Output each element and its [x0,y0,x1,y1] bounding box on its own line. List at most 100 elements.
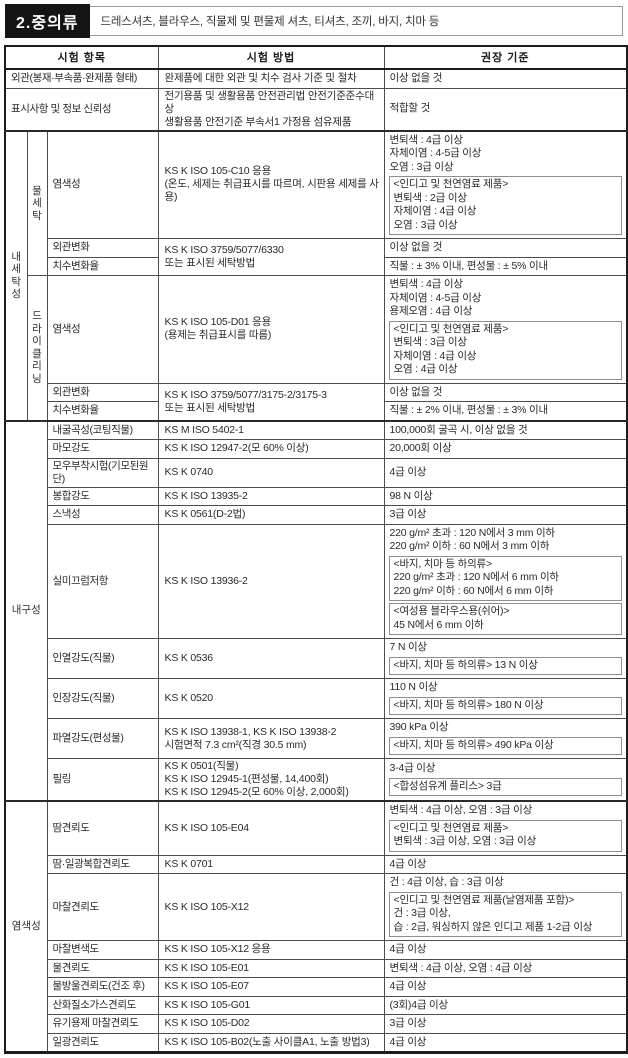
standard-text: 20,000회 이상 [387,441,625,457]
subgroup-label: 드 라 이 클 리 닝 [26,275,48,421]
standard-line: 변퇴색 : 3급 이상 [393,336,467,348]
method-line: KS K ISO 105-D02 [164,1017,250,1030]
recommended-standard: 3급 이상 [383,505,628,525]
standard-exception-box: <인디고 및 천연염료 제품> 변퇴색 : 2급 이상 자체이염 : 4급 이상 오염… [388,176,623,235]
test-item: 외관변화 [46,238,159,258]
standard-text: 4급 이상 [387,979,625,995]
test-item: 치수변화율 [46,256,159,276]
test-item: 유기용제 마찰견뢰도 [46,1014,159,1034]
table-row: 인장강도(직물) KS K 0520 110 N 이상 <바지, 치마 등 하의류> … [5,678,628,719]
header-row: 시험 항목 시험 방법 권장 기준 [4,45,628,70]
test-method: KS K 0561(D-2법) [157,505,385,525]
method-line: KS K ISO 105-G01 [164,998,251,1011]
standard-line: <인디고 및 천연염료 제품> [393,178,509,190]
standard-line: 변퇴색 : 4급 이상, 오염 : 3급 이상 [389,804,533,816]
test-item: 외관(봉재·부속품·완제품 형태) [4,68,159,89]
test-item: 치수변화율 [46,401,159,421]
recommended-standard: 98 N 이상 [383,486,628,506]
test-item: 인열강도(직물) [46,638,159,679]
standard-text: (3회)4급 이상 [387,998,625,1014]
test-item: 산화질소가스견뢰도 [46,995,159,1015]
standard-text: 변퇴색 : 4급 이상 자체이염 : 4-5급 이상 용제오염 : 4급 이상 [387,277,625,320]
recommended-standard: 3-4급 이상 <합성섬유계 플리스> 3급 [383,758,628,802]
method-line: KS K ISO 105-B02(노출 사이클A1, 노출 방법3) [164,1035,370,1048]
method-line: KS K ISO 12945-1(편성물, 14,400회) [164,773,329,785]
table-row: 인열강도(직물) KS K 0536 7 N 이상 <바지, 치마 등 하의류> 13… [5,638,628,679]
standard-text: 이상 없을 것 [387,71,625,87]
test-item: 모우부착시험(기모된원단) [46,457,159,488]
test-method: KS K ISO 105-D02 [157,1014,385,1034]
table-row: 모우부착시험(기모된원단) KS K 0740 4급 이상 [5,457,628,488]
standard-text: 변퇴색 : 4급 이상 자체이염 : 4-5급 이상 오염 : 3급 이상 [387,133,625,176]
recommended-standard: 4급 이상 [383,457,628,488]
test-method: 완제품에 대한 외관 및 치수 검사 기준 및 절차 [157,68,385,89]
test-method: KS K ISO 105-X12 [157,873,385,941]
test-item: 실미끄럼저항 [46,523,159,639]
method-line: (온도, 세제는 취급표시를 따르며, 시판용 세제를 사용) [164,178,379,204]
method-line: KS K 0501(직물) [164,760,239,772]
recommended-standard: 4급 이상 [383,1032,628,1053]
standard-line: 이상 없을 것 [389,385,443,398]
standard-line: 직물 : ± 3% 이내, 편성물 : ± 5% 이내 [389,259,549,272]
method-line: KS M ISO 5402-1 [164,423,244,436]
standard-text: 직물 : ± 3% 이내, 편성물 : ± 5% 이내 [387,259,625,275]
standard-exception-box: <여성용 블라우스용(쉬어)> 45 N에서 6 mm 이하 [388,603,623,635]
standard-line: 자체이염 : 4-5급 이상 [389,291,482,304]
test-method: KS K ISO 105-D01 응용 (용제는 취급표시를 따름) [157,275,385,384]
test-method: KS K ISO 13935-2 [157,486,385,506]
standard-line: 220 g/m² 초과 : 120 N에서 6 mm 이하 [393,571,560,583]
method-line: KS K ISO 105-X12 [164,900,250,913]
standard-exception-box: <바지, 치마 등 하의류> 180 N 이상 [388,696,623,715]
header-recommended-standard: 권장 기준 [383,45,628,70]
table-row: 유기용제 마찰견뢰도 KS K ISO 105-D02 3급 이상 [5,1014,628,1034]
table-row: 마모강도 KS K ISO 12947-2(모 60% 이상) 20,000회 이상 [5,439,628,459]
standard-line: <바지, 치마 등 하의류> 490 kPa 이상 [393,738,554,751]
test-method: KS K ISO 105-E04 [157,800,385,856]
test-item: 염색성 [46,129,159,239]
method-line: KS K 0520 [164,692,214,704]
table-row: 표시사항 및 정보 신뢰성 전기용품 및 생활용품 안전관리법 안전기준준수대상 생… [4,87,628,131]
standard-line: 4급 이상 [389,465,427,478]
standard-line: 4급 이상 [389,943,427,955]
standard-line: 220 g/m² 이하 : 60 N에서 6 mm 이하 [393,584,554,597]
standard-text: 직물 : ± 2% 이내, 편성물 : ± 3% 이내 [387,403,625,419]
test-method: KS K ISO 13936-2 [157,523,385,639]
recommended-standard: 4급 이상 [383,977,628,997]
recommended-standard: 100,000회 굴곡 시, 이상 없을 것 [383,419,628,440]
test-method: KS K ISO 13938-1, KS K ISO 13938-2 시험면적 7… [157,718,385,759]
method-line: 또는 표시된 세탁방법 [164,257,256,269]
method-line: KS K ISO 3759/5077/3175-2/3175-3 [164,388,328,401]
table-row: 마찰변색도 KS K ISO 105-X12 응용 4급 이상 [5,940,628,960]
test-item: 땀견뢰도 [46,800,159,856]
standard-line: 변퇴색 : 4급 이상 [389,278,463,290]
test-method: 전기용품 및 생활용품 안전관리법 안전기준준수대상 생활용품 안전기준 부속서1… [157,87,385,131]
standard-text: 변퇴색 : 4급 이상, 오염 : 3급 이상 [387,803,625,819]
recommended-standard: 건 : 4급 이상, 습 : 3급 이상 <인디고 및 천연염료 제품(날염제품 … [383,873,628,941]
standard-text: 변퇴색 : 4급 이상, 오염 : 4급 이상 [387,961,625,977]
standard-line: (3회)4급 이상 [389,998,449,1011]
recommended-standard: 변퇴색 : 4급 이상 자체이염 : 4-5급 이상 오염 : 3급 이상 <인디고 … [383,129,628,239]
standard-text: 3급 이상 [387,507,625,523]
standard-line: <인디고 및 천연염료 제품> [393,322,509,335]
standard-line: 이상 없을 것 [389,72,443,84]
method-line: KS K 0740 [164,466,214,478]
header-test-method: 시험 방법 [157,45,385,70]
standard-line: 45 N에서 6 mm 이하 [393,618,484,631]
table-body: 외관(봉재·부속품·완제품 형태) 완제품에 대한 외관 및 치수 검사 기준 및… [4,68,628,1053]
method-line: KS K ISO 13938-1, KS K ISO 13938-2 [164,725,337,738]
standard-line: <바지, 치마 등 하의류> 13 N 이상 [393,658,538,671]
standard-text: 건 : 4급 이상, 습 : 3급 이상 [387,875,625,891]
standard-line: 4급 이상 [389,980,427,992]
standard-line: 변퇴색 : 2급 이상 [393,191,467,204]
group-label: 내 세 탁 성 [4,129,28,421]
standard-text: 3-4급 이상 [387,761,625,777]
test-item: 염색성 [46,275,159,384]
recommended-standard: 직물 : ± 3% 이내, 편성물 : ± 5% 이내 [383,256,628,276]
test-item: 물방울견뢰도(건조 후) [46,977,159,997]
test-method: KS M ISO 5402-1 [157,419,385,440]
standard-line: 이상 없을 것 [389,241,443,253]
recommended-standard: 4급 이상 [383,854,628,874]
method-line: 또는 표시된 세탁방법 [164,401,256,414]
standard-exception-box: <합성섬유계 플리스> 3급 [388,777,623,796]
standard-text: 3급 이상 [387,1016,625,1032]
